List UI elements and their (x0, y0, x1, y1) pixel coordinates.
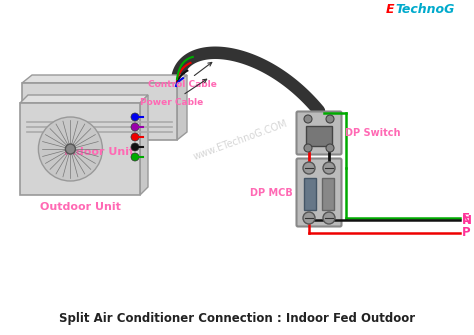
Text: Split Air Conditioner Connection : Indoor Fed Outdoor: Split Air Conditioner Connection : Indoo… (59, 312, 415, 325)
Circle shape (304, 144, 312, 152)
Text: Control Cable: Control Cable (148, 62, 217, 89)
Text: P: P (462, 226, 471, 240)
Circle shape (38, 117, 102, 181)
Circle shape (131, 143, 139, 151)
Text: DP MCB: DP MCB (250, 188, 293, 198)
Text: E: E (462, 211, 470, 224)
Circle shape (131, 153, 139, 161)
Circle shape (326, 115, 334, 123)
Circle shape (131, 133, 139, 141)
Text: TechnoG: TechnoG (395, 2, 455, 15)
Text: Indoor Unit: Indoor Unit (64, 147, 135, 157)
Circle shape (131, 123, 139, 131)
Circle shape (323, 212, 335, 224)
FancyBboxPatch shape (22, 83, 177, 140)
FancyBboxPatch shape (297, 112, 341, 154)
Bar (304, 178, 316, 210)
Polygon shape (177, 75, 187, 140)
Bar (322, 178, 334, 210)
Circle shape (323, 162, 335, 174)
Polygon shape (140, 95, 148, 195)
Text: Power Cable: Power Cable (140, 79, 207, 107)
FancyBboxPatch shape (20, 103, 140, 195)
Circle shape (303, 162, 315, 174)
Circle shape (326, 144, 334, 152)
Text: E: E (386, 2, 394, 15)
Text: DP Switch: DP Switch (345, 128, 401, 138)
Polygon shape (20, 95, 148, 103)
Circle shape (131, 113, 139, 121)
Text: www.ETechnoG.COM: www.ETechnoG.COM (191, 118, 289, 162)
FancyBboxPatch shape (297, 158, 341, 226)
Circle shape (303, 212, 315, 224)
Circle shape (304, 115, 312, 123)
Bar (306, 126, 332, 146)
Text: Outdoor Unit: Outdoor Unit (39, 202, 120, 212)
Text: N: N (462, 213, 472, 226)
Polygon shape (22, 75, 187, 83)
Circle shape (65, 144, 75, 154)
